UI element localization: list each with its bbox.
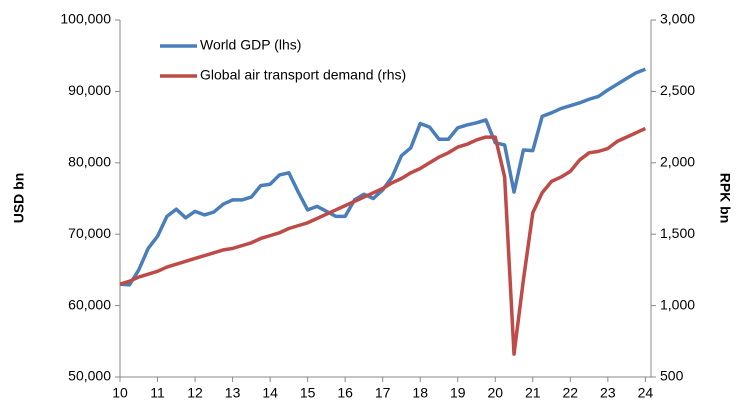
y-tick-label: 50,000 — [68, 368, 111, 384]
y-axis-label: USD bn — [11, 173, 27, 224]
y2-tick-label: 3,000 — [660, 11, 695, 27]
y-tick-label: 60,000 — [68, 296, 111, 312]
y-tick-label: 80,000 — [68, 154, 111, 170]
x-tick-label: 15 — [300, 385, 316, 401]
x-tick-label: 21 — [525, 385, 541, 401]
x-tick-label: 11 — [150, 385, 165, 401]
x-tick-label: 17 — [375, 385, 391, 401]
y-tick-label: 100,000 — [60, 11, 111, 27]
x-tick-label: 16 — [337, 385, 353, 401]
x-tick-label: 14 — [262, 385, 278, 401]
x-tick-label: 22 — [563, 385, 579, 401]
x-tick-label: 23 — [600, 385, 616, 401]
x-tick-label: 12 — [187, 385, 203, 401]
series-line — [119, 67, 646, 287]
legend-label: World GDP (lhs) — [200, 37, 301, 53]
y2-axis-label: RPK bn — [717, 173, 733, 224]
y2-tick-label: 500 — [660, 368, 684, 384]
x-tick-label: 20 — [487, 385, 503, 401]
y2-tick-label: 2,500 — [660, 82, 695, 98]
x-tick-label: 10 — [112, 385, 128, 401]
y2-tick-label: 1,000 — [660, 296, 695, 312]
y2-tick-label: 1,500 — [660, 225, 695, 241]
legend-label: Global air transport demand (rhs) — [200, 67, 406, 83]
x-tick-label: 19 — [450, 385, 466, 401]
x-tick-label: 24 — [638, 385, 654, 401]
y-tick-label: 70,000 — [68, 225, 111, 241]
x-tick-label: 18 — [412, 385, 428, 401]
x-tick-label: 13 — [225, 385, 241, 401]
series-line — [119, 126, 647, 356]
y-tick-label: 90,000 — [68, 82, 111, 98]
y2-tick-label: 2,000 — [660, 154, 695, 170]
